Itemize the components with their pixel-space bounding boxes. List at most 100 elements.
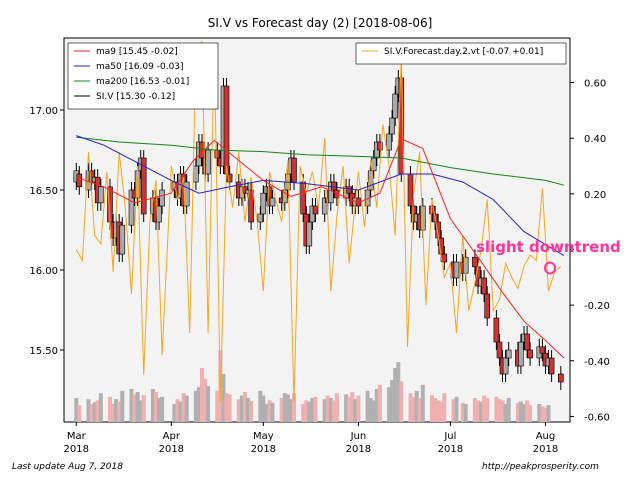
candle-body bbox=[291, 157, 297, 183]
legend-right-box bbox=[355, 42, 567, 65]
volume-bar bbox=[307, 401, 312, 422]
volume-bar bbox=[74, 398, 79, 422]
volume-bar bbox=[528, 405, 533, 422]
volume-bar bbox=[154, 392, 158, 422]
candle-body bbox=[502, 357, 509, 375]
volume-bar bbox=[433, 398, 438, 422]
chart-title: SI.V vs Forecast day (2) [2018-08-06] bbox=[208, 16, 433, 30]
legend-left-box bbox=[67, 42, 219, 110]
candle-body bbox=[557, 373, 564, 383]
volume-bar bbox=[356, 395, 361, 422]
volume-bar bbox=[135, 392, 140, 422]
series-lines bbox=[75, 40, 565, 403]
volume-bar bbox=[193, 390, 198, 422]
volume-bar bbox=[98, 393, 103, 422]
volume-bar bbox=[479, 401, 484, 422]
volume-bar bbox=[221, 374, 226, 422]
y-left-tick-label: 15.50 bbox=[29, 346, 58, 357]
candle-body bbox=[223, 85, 230, 175]
volume-bar bbox=[522, 404, 526, 422]
volume-bar bbox=[288, 399, 293, 422]
volume-bar bbox=[377, 384, 382, 422]
x-tick-label: May bbox=[253, 431, 274, 442]
volume-bar bbox=[129, 389, 134, 422]
candle-body bbox=[119, 224, 126, 255]
candle-body bbox=[527, 349, 533, 359]
ma50-line bbox=[76, 135, 565, 257]
ma200-line bbox=[76, 136, 565, 186]
legend-label: ma9 [15.45 -0.02] bbox=[96, 47, 178, 57]
volume-bar bbox=[301, 404, 306, 422]
volume-bar bbox=[365, 390, 370, 422]
candle-body bbox=[389, 117, 395, 135]
volume-bar bbox=[175, 399, 180, 422]
volume-bar bbox=[411, 396, 416, 422]
volume-bar bbox=[264, 404, 269, 422]
annotation: slight downtrend bbox=[476, 238, 621, 275]
volume-bar bbox=[371, 400, 376, 422]
x-tick-label: Mar bbox=[67, 431, 87, 442]
candle-body bbox=[392, 93, 399, 119]
volume-bar bbox=[472, 398, 477, 422]
volume-bar bbox=[494, 396, 499, 422]
volume-bar bbox=[399, 381, 404, 422]
volume-bar bbox=[540, 406, 545, 422]
candle-body bbox=[472, 256, 478, 268]
volume-bar bbox=[430, 395, 434, 422]
volume-bar bbox=[138, 400, 143, 422]
annotation-circle bbox=[544, 261, 556, 275]
volume-bar bbox=[181, 393, 186, 422]
candle-body bbox=[312, 205, 319, 215]
volume-bar bbox=[454, 396, 459, 422]
volume-bar bbox=[132, 394, 137, 422]
volume-bar bbox=[304, 400, 309, 422]
volume-bar bbox=[108, 396, 112, 422]
volume-bar bbox=[267, 400, 272, 422]
volume-bar bbox=[120, 390, 125, 422]
volume-bar bbox=[485, 398, 490, 422]
volume-bar bbox=[160, 396, 165, 422]
legend-label: SI.V.Forecast.day.2.vt [-0.07 +0.01] bbox=[384, 47, 543, 57]
candle-body bbox=[496, 341, 503, 359]
volume-bar bbox=[390, 380, 395, 422]
x-tick-label: 2018 bbox=[438, 444, 463, 455]
candle-body bbox=[140, 157, 147, 215]
legend-label: SI.V [15.30 -0.12] bbox=[96, 92, 175, 102]
volume-bar bbox=[114, 399, 119, 422]
volume-bar bbox=[258, 390, 263, 422]
volume-bar bbox=[451, 399, 456, 422]
volume-bar bbox=[350, 392, 355, 422]
candle-body bbox=[260, 192, 267, 215]
y-right-tick-label: -0.40 bbox=[584, 357, 610, 368]
candle-body bbox=[505, 349, 512, 359]
volume-bar bbox=[270, 402, 275, 422]
volume-bar bbox=[353, 399, 358, 422]
x-tick-label: 2018 bbox=[251, 444, 276, 455]
volume-bar bbox=[476, 400, 480, 422]
y-right-tick-label: 0.20 bbox=[584, 190, 606, 201]
volume-bar bbox=[242, 392, 247, 422]
volume-bar bbox=[224, 393, 229, 422]
volume-bar bbox=[463, 404, 468, 422]
volume-bar bbox=[537, 404, 542, 422]
legend-label: ma200 [16.53 -0.01] bbox=[96, 77, 189, 87]
volume-bar bbox=[328, 398, 333, 422]
volume-bar bbox=[239, 395, 244, 422]
volume-bar bbox=[203, 378, 208, 422]
candle-body bbox=[481, 277, 487, 295]
last-update-note: Last update Aug 7, 2018 bbox=[12, 462, 123, 472]
volume-bar bbox=[460, 402, 465, 422]
volume-bar bbox=[310, 398, 315, 422]
x-tick-label: Jun bbox=[350, 431, 367, 442]
candle-body bbox=[484, 293, 491, 319]
volume-bar bbox=[77, 405, 82, 422]
volume-bar bbox=[89, 404, 94, 422]
volume-bar bbox=[249, 401, 254, 422]
x-tick-label: 2018 bbox=[346, 444, 371, 455]
candle-body bbox=[453, 261, 460, 279]
y-left-tick-label: 16.50 bbox=[29, 186, 58, 197]
x-tick-label: 2018 bbox=[64, 444, 89, 455]
volume-bar bbox=[236, 399, 241, 422]
volume-bar bbox=[439, 401, 444, 422]
